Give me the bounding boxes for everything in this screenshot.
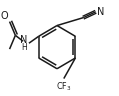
- Text: N: N: [20, 35, 27, 45]
- Text: N: N: [97, 7, 104, 17]
- Text: CF$_3$: CF$_3$: [56, 81, 72, 93]
- Text: H: H: [21, 43, 27, 52]
- Text: O: O: [1, 11, 9, 21]
